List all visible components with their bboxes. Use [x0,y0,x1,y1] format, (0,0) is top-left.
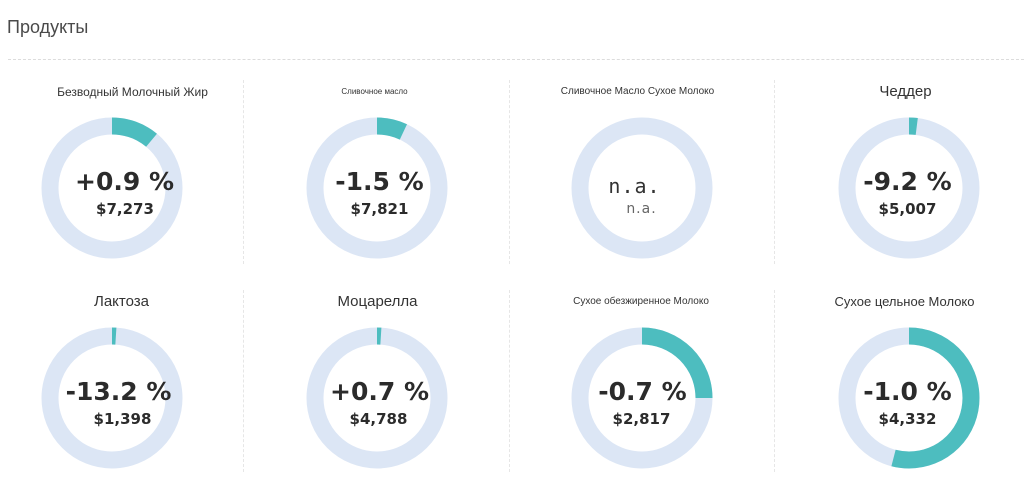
product-title: Моцарелла [337,293,418,310]
price-value: $4,332 [878,410,937,428]
product-card[interactable]: Чеддер -9.2 % $5,007 [774,80,1024,280]
donut-chart [41,117,183,259]
product-title: Чеддер [879,83,932,100]
price-value: $1,398 [93,410,152,428]
product-title: Лактоза [93,293,149,310]
donut-chart [41,327,183,469]
product-title: Сливочное масло [341,87,408,96]
donut-chart [571,327,713,469]
product-card[interactable]: Лактоза -13.2 % $1,398 [0,290,265,490]
column-separator [509,290,510,472]
column-separator [774,290,775,472]
page-title: Продукты [7,17,89,37]
price-value: n.a. [626,201,657,217]
change-percent: -13.2 % [65,377,172,406]
product-title: Сухое цельное Молоко [834,294,975,309]
donut-chart [838,117,980,259]
donut-fill-arc [306,117,448,259]
product-card[interactable]: Сливочное Масло Сухое Молоко n.a. n.a. [509,80,774,280]
price-value: $2,817 [612,410,671,428]
donut-fill-arc [41,327,183,469]
change-percent: n.a. [608,174,661,198]
donut-fill-arc [571,327,713,469]
price-value: $4,788 [349,410,408,428]
change-percent: -0.7 % [598,377,687,406]
donut-fill-arc [838,327,980,469]
donut-chart [571,117,713,259]
product-card[interactable]: Сливочное масло -1.5 % $7,821 [248,80,513,280]
price-value: $5,007 [878,200,937,218]
header-divider [8,59,1024,60]
product-title: Сухое обезжиренное Молоко [573,296,709,307]
product-card[interactable]: Сухое обезжиренное Молоко -0.7 % $2,817 [509,290,774,490]
product-title: Безводный Молочный Жир [57,85,208,99]
column-separator [509,80,510,264]
price-value: $7,821 [350,200,409,218]
column-separator [243,80,244,264]
change-percent: -9.2 % [863,167,952,196]
change-percent: +0.7 % [330,377,429,406]
product-card[interactable]: Безводный Молочный Жир +0.9 % $7,273 [0,80,265,280]
product-card[interactable]: Сухое цельное Молоко -1.0 % $4,332 [774,290,1024,490]
change-percent: -1.5 % [335,167,424,196]
product-card[interactable]: Моцарелла +0.7 % $4,788 [248,290,513,490]
donut-fill-arc [306,327,448,469]
change-percent: -1.0 % [863,377,952,406]
donut-track [571,117,713,259]
donut-chart [838,327,980,469]
donut-fill-arc [838,117,980,259]
column-separator [243,290,244,472]
price-value: $7,273 [96,200,154,218]
donut-chart [306,327,448,469]
product-title: Сливочное Масло Сухое Молоко [560,86,715,97]
column-separator [774,80,775,264]
change-percent: +0.9 % [75,167,174,196]
donut-chart [306,117,448,259]
donut-fill-arc [41,117,183,259]
